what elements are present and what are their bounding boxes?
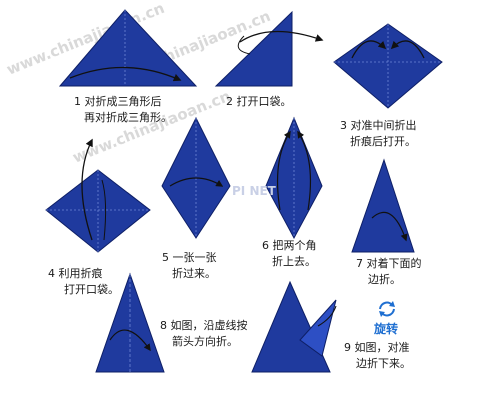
step6-line1: 6 把两个角 [262,239,317,252]
step2-caption: 2 打开口袋。 [226,94,292,110]
step8-caption: 8 如图，沿虚线按 箭头方向折。 [160,318,248,350]
rotate-icon [379,301,395,317]
step2-figure [214,10,324,87]
step1-caption: 1 对折成三角形后 再对折成三角形。 [74,94,172,126]
step8-line1: 8 如图，沿虚线按 [160,319,248,332]
step7-line2: 边折。 [368,273,401,286]
step7-caption: 7 对着下面的 边折。 [356,256,422,288]
rotate-label: 旋转 [374,322,399,336]
center-watermark: PI NET [232,184,276,198]
step8-line2: 箭头方向折。 [172,335,238,348]
step6-line2: 折上去。 [272,255,316,268]
step1-line1: 1 对折成三角形后 [74,95,162,108]
step3-line1: 3 对准中间折出 [340,119,417,132]
step3-figure [333,23,443,109]
step6-figure [265,116,323,240]
step7-line1: 7 对着下面的 [356,257,422,270]
step1-line2: 再对折成三角形。 [84,111,172,124]
step9-caption: 9 如图，对准 边折下来。 [344,340,411,372]
step9-line1: 9 如图，对准 [344,341,410,354]
step2-line1: 2 打开口袋。 [226,95,292,108]
step3-caption: 3 对准中间折出 折痕后打开。 [340,118,417,150]
step9-line2: 边折下来。 [356,357,411,370]
step5-caption: 5 一张一张 折过来。 [162,250,217,282]
step6-caption: 6 把两个角 折上去。 [262,238,317,270]
step3-line2: 折痕后打开。 [350,135,416,148]
step4-line1: 4 利用折痕 [48,267,103,280]
step7-figure [351,158,415,253]
step5-figure [161,116,231,239]
step4-line2: 打开口袋。 [64,283,119,296]
step4-caption: 4 利用折痕 打开口袋。 [48,266,119,298]
step4-figure [45,138,151,253]
step8-figure [95,272,165,373]
step9-figure [251,280,337,373]
step5-line2: 折过来。 [172,267,216,280]
step1-figure [58,9,198,87]
step5-line1: 5 一张一张 [162,251,217,264]
